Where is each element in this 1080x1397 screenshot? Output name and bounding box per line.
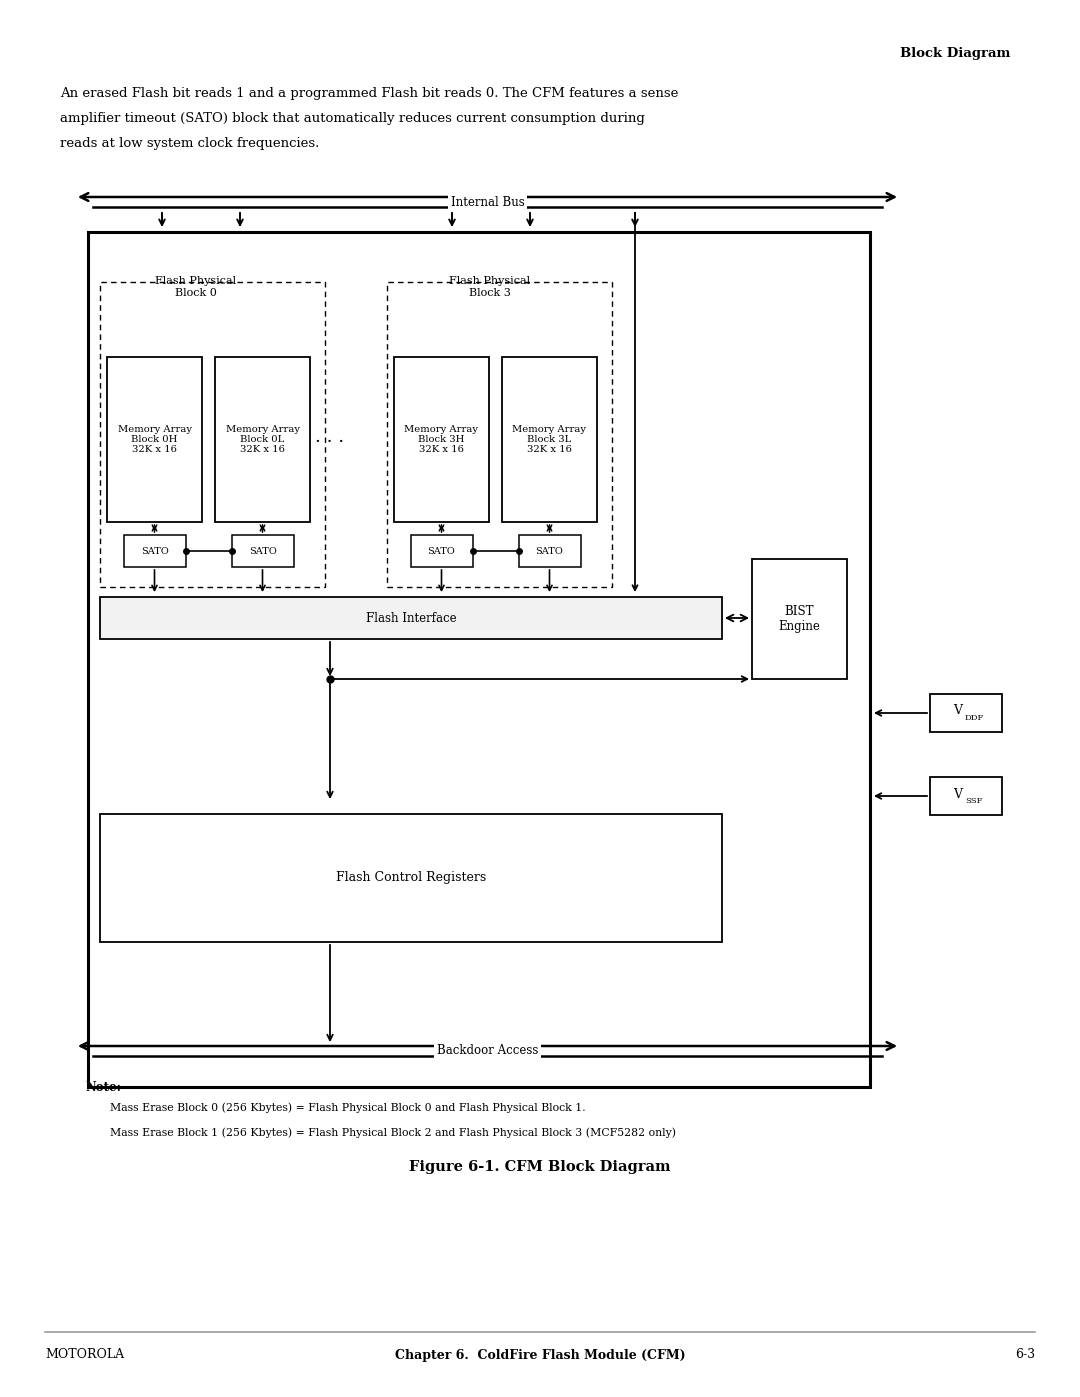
Text: Mass Erase Block 1 (256 Kbytes) = Flash Physical Block 2 and Flash Physical Bloc: Mass Erase Block 1 (256 Kbytes) = Flash … xyxy=(110,1127,676,1137)
Text: SATO: SATO xyxy=(248,546,276,556)
Text: Internal Bus: Internal Bus xyxy=(450,196,525,208)
Text: Flash Control Registers: Flash Control Registers xyxy=(336,872,486,884)
Bar xyxy=(752,559,847,679)
Text: Memory Array
Block 0H
32K x 16: Memory Array Block 0H 32K x 16 xyxy=(118,425,191,454)
Text: reads at low system clock frequencies.: reads at low system clock frequencies. xyxy=(60,137,320,149)
Bar xyxy=(100,282,325,587)
Text: BIST
Engine: BIST Engine xyxy=(779,605,821,633)
Text: SATO: SATO xyxy=(536,546,564,556)
Bar xyxy=(930,694,1002,732)
Text: Flash Interface: Flash Interface xyxy=(366,612,457,624)
Text: Memory Array
Block 0L
32K x 16: Memory Array Block 0L 32K x 16 xyxy=(226,425,299,454)
Text: Flash Physical
Block 0: Flash Physical Block 0 xyxy=(156,277,237,298)
Text: Note:: Note: xyxy=(85,1081,121,1094)
Bar xyxy=(387,282,612,587)
Bar xyxy=(410,535,473,567)
Text: Memory Array
Block 3L
32K x 16: Memory Array Block 3L 32K x 16 xyxy=(513,425,586,454)
Bar xyxy=(394,358,489,522)
Text: Mass Erase Block 0 (256 Kbytes) = Flash Physical Block 0 and Flash Physical Bloc: Mass Erase Block 0 (256 Kbytes) = Flash … xyxy=(110,1102,585,1112)
Bar xyxy=(100,597,723,638)
Text: Figure 6-1. CFM Block Diagram: Figure 6-1. CFM Block Diagram xyxy=(409,1160,671,1173)
Text: MOTOROLA: MOTOROLA xyxy=(45,1348,124,1362)
Text: Memory Array
Block 3H
32K x 16: Memory Array Block 3H 32K x 16 xyxy=(405,425,478,454)
Bar xyxy=(231,535,294,567)
Text: . . .: . . . xyxy=(315,427,345,446)
Text: An erased Flash bit reads 1 and a programmed Flash bit reads 0. The CFM features: An erased Flash bit reads 1 and a progra… xyxy=(60,87,678,101)
Bar xyxy=(100,814,723,942)
Bar xyxy=(123,535,186,567)
Text: amplifier timeout (SATO) block that automatically reduces current consumption du: amplifier timeout (SATO) block that auto… xyxy=(60,112,645,124)
Text: Backdoor Access: Backdoor Access xyxy=(436,1045,538,1058)
Bar xyxy=(215,358,310,522)
Text: SATO: SATO xyxy=(140,546,168,556)
Text: DDF: DDF xyxy=(964,714,984,722)
Bar xyxy=(502,358,597,522)
Text: SSF: SSF xyxy=(966,798,983,805)
Bar xyxy=(930,777,1002,814)
Bar xyxy=(107,358,202,522)
Text: 6-3: 6-3 xyxy=(1015,1348,1035,1362)
Text: V: V xyxy=(954,704,962,718)
Text: Block Diagram: Block Diagram xyxy=(900,47,1010,60)
Text: V: V xyxy=(954,788,962,800)
Bar xyxy=(87,232,870,1087)
Bar xyxy=(518,535,581,567)
Text: Chapter 6.  ColdFire Flash Module (CFM): Chapter 6. ColdFire Flash Module (CFM) xyxy=(394,1348,686,1362)
Text: SATO: SATO xyxy=(428,546,456,556)
Text: Flash Physical
Block 3: Flash Physical Block 3 xyxy=(449,277,530,298)
